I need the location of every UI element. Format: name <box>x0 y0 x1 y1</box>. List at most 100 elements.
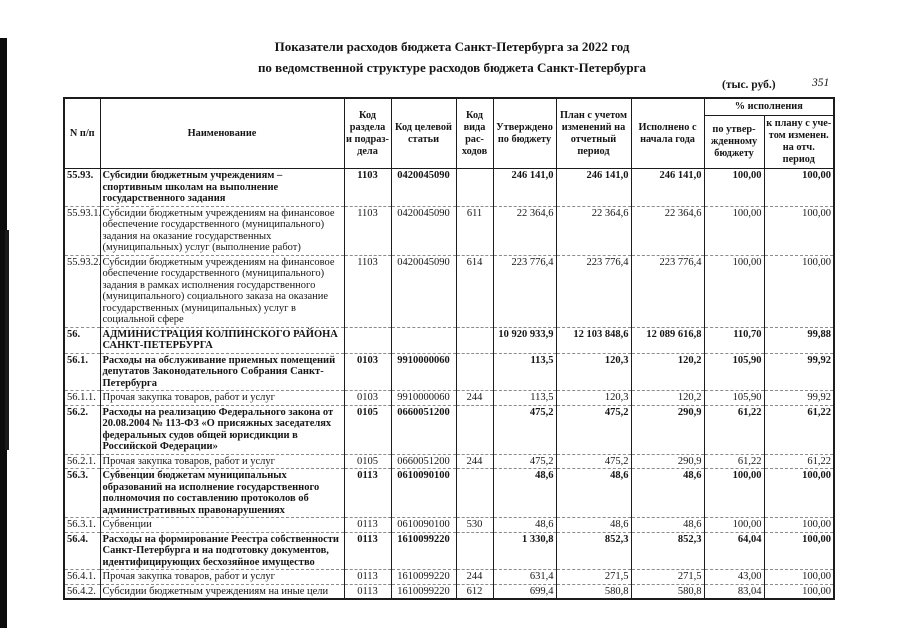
cell-plan: 246 141,0 <box>555 168 632 207</box>
cell-csr: 1610099220 <box>390 569 457 585</box>
cell-approved: 113,5 <box>492 390 557 406</box>
table-row: 56.4.1. Прочая закупка товаров, работ и у… <box>63 569 835 585</box>
col-header-executed: Исполнено с начала года <box>630 97 705 169</box>
cell-approved: 475,2 <box>492 453 557 469</box>
cell-vr: 244 <box>455 390 494 406</box>
cell-plan: 48,6 <box>555 468 632 518</box>
cell-pct_plan: 100,00 <box>763 569 835 585</box>
cell-plan: 223 776,4 <box>555 254 632 328</box>
cell-approved: 10 920 933,9 <box>492 326 557 354</box>
table-row: 56. АДМИНИСТРАЦИЯ КОЛПИНСКОГО РАЙОНА САНК… <box>63 326 835 354</box>
cell-csr: 1610099220 <box>390 531 457 570</box>
cell-name: Расходы на формирование Реестра собствен… <box>99 531 345 570</box>
cell-executed: 246 141,0 <box>630 168 705 207</box>
cell-num: 56.3. <box>63 468 101 518</box>
scan-edge-artifact <box>0 38 7 628</box>
cell-csr: 0610090100 <box>390 468 457 518</box>
cell-name: Субсидии бюджетным учреждениям – спортив… <box>99 168 345 207</box>
cell-name: Расходы на реализацию Федерального закон… <box>99 404 345 455</box>
page-title-line2: по ведомственной структуре расходов бюдж… <box>257 60 647 75</box>
cell-plan: 22 364,6 <box>555 205 632 256</box>
col-header-section-code: Код раздела и подраз-дела <box>343 97 392 169</box>
cell-name: Прочая закупка товаров, работ и услуг <box>99 453 345 469</box>
cell-num: 56.1. <box>63 352 101 391</box>
cell-approved: 699,4 <box>492 583 557 600</box>
cell-vr: 614 <box>455 254 494 328</box>
cell-name: Субсидии бюджетным учреждениям на финанс… <box>99 205 345 256</box>
cell-plan: 12 103 848,6 <box>555 326 632 354</box>
table-body: 55.93. Субсидии бюджетным учреждениям – с… <box>63 168 835 600</box>
cell-rz: 0113 <box>343 468 392 518</box>
col-header-pct-plan: к плану с уче-том изменен. на отч. перио… <box>763 115 835 169</box>
table-row: 56.2.1. Прочая закупка товаров, работ и у… <box>63 453 835 469</box>
col-header-num: N п/п <box>63 97 101 169</box>
page-number: 351 <box>812 77 830 89</box>
cell-pct_plan: 100,00 <box>763 531 835 570</box>
cell-executed: 120,2 <box>630 390 705 406</box>
cell-approved: 48,6 <box>492 468 557 518</box>
cell-name: Прочая закупка товаров, работ и услуг <box>99 569 345 585</box>
cell-pct_budget: 83,04 <box>703 583 765 600</box>
cell-vr <box>455 326 494 354</box>
table-row: 56.4.2. Субсидии бюджетным учреждениям на… <box>63 583 835 600</box>
cell-num: 55.93. <box>63 168 101 207</box>
cell-pct_budget: 105,90 <box>703 352 765 391</box>
cell-pct_budget: 100,00 <box>703 468 765 518</box>
col-header-approved: Утверждено по бюджету <box>492 97 557 169</box>
cell-executed: 48,6 <box>630 517 705 533</box>
cell-num: 56.2. <box>63 404 101 455</box>
cell-num: 55.93.1. <box>63 205 101 256</box>
cell-plan: 852,3 <box>555 531 632 570</box>
cell-executed: 271,5 <box>630 569 705 585</box>
cell-pct_budget: 110,70 <box>703 326 765 354</box>
cell-pct_budget: 100,00 <box>703 517 765 533</box>
cell-pct_budget: 100,00 <box>703 168 765 207</box>
cell-approved: 22 364,6 <box>492 205 557 256</box>
cell-name: Субвенции <box>99 517 345 533</box>
cell-num: 56.1.1. <box>63 390 101 406</box>
table-row: 55.93. Субсидии бюджетным учреждениям – с… <box>63 168 835 207</box>
cell-num: 56.4.1. <box>63 569 101 585</box>
cell-num: 56.4. <box>63 531 101 570</box>
col-header-expense-type: Код вида рас-ходов <box>455 97 494 169</box>
cell-vr <box>455 531 494 570</box>
page-title: Показатели расходов бюджета Санкт-Петерб… <box>0 36 904 78</box>
cell-vr: 244 <box>455 569 494 585</box>
cell-pct_plan: 100,00 <box>763 468 835 518</box>
cell-pct_plan: 99,88 <box>763 326 835 354</box>
cell-csr: 0420045090 <box>390 168 457 207</box>
cell-num: 56.2.1. <box>63 453 101 469</box>
cell-rz: 0113 <box>343 569 392 585</box>
budget-table: N п/п Наименование Код раздела и подраз-… <box>63 97 836 600</box>
cell-plan: 271,5 <box>555 569 632 585</box>
cell-csr: 0660051200 <box>390 404 457 455</box>
cell-rz: 1103 <box>343 205 392 256</box>
cell-pct_plan: 100,00 <box>763 517 835 533</box>
cell-name: Субвенции бюджетам муниципальных образов… <box>99 468 345 518</box>
cell-name: Прочая закупка товаров, работ и услуг <box>99 390 345 406</box>
cell-pct_budget: 61,22 <box>703 404 765 455</box>
cell-rz: 0105 <box>343 453 392 469</box>
cell-executed: 12 089 616,8 <box>630 326 705 354</box>
cell-rz: 0103 <box>343 390 392 406</box>
page-title-line1: Показатели расходов бюджета Санкт-Петерб… <box>274 39 630 54</box>
cell-name: Субсидии бюджетным учреждениям на иные ц… <box>99 583 345 600</box>
cell-csr: 0660051200 <box>390 453 457 469</box>
cell-rz: 0113 <box>343 517 392 533</box>
table-row: 56.1. Расходы на обслуживание приемных по… <box>63 352 835 391</box>
cell-name: Расходы на обслуживание приемных помещен… <box>99 352 345 391</box>
cell-num: 56.3.1. <box>63 517 101 533</box>
col-header-name: Наименование <box>99 97 345 169</box>
cell-vr: 530 <box>455 517 494 533</box>
cell-pct_budget: 61,22 <box>703 453 765 469</box>
col-header-pct-group: % исполнения <box>703 97 835 116</box>
cell-pct_plan: 100,00 <box>763 254 835 328</box>
table-row: 56.2. Расходы на реализацию Федерального … <box>63 404 835 455</box>
cell-rz: 0113 <box>343 531 392 570</box>
col-header-plan: План с учетом изменений на отчетный пери… <box>555 97 632 169</box>
units-note: (тыс. руб.) <box>722 79 776 91</box>
cell-executed: 48,6 <box>630 468 705 518</box>
table-row: 56.3.1. Субвенции 0113 0610090100 530 48,6 48,… <box>63 517 835 533</box>
cell-rz: 0113 <box>343 583 392 600</box>
